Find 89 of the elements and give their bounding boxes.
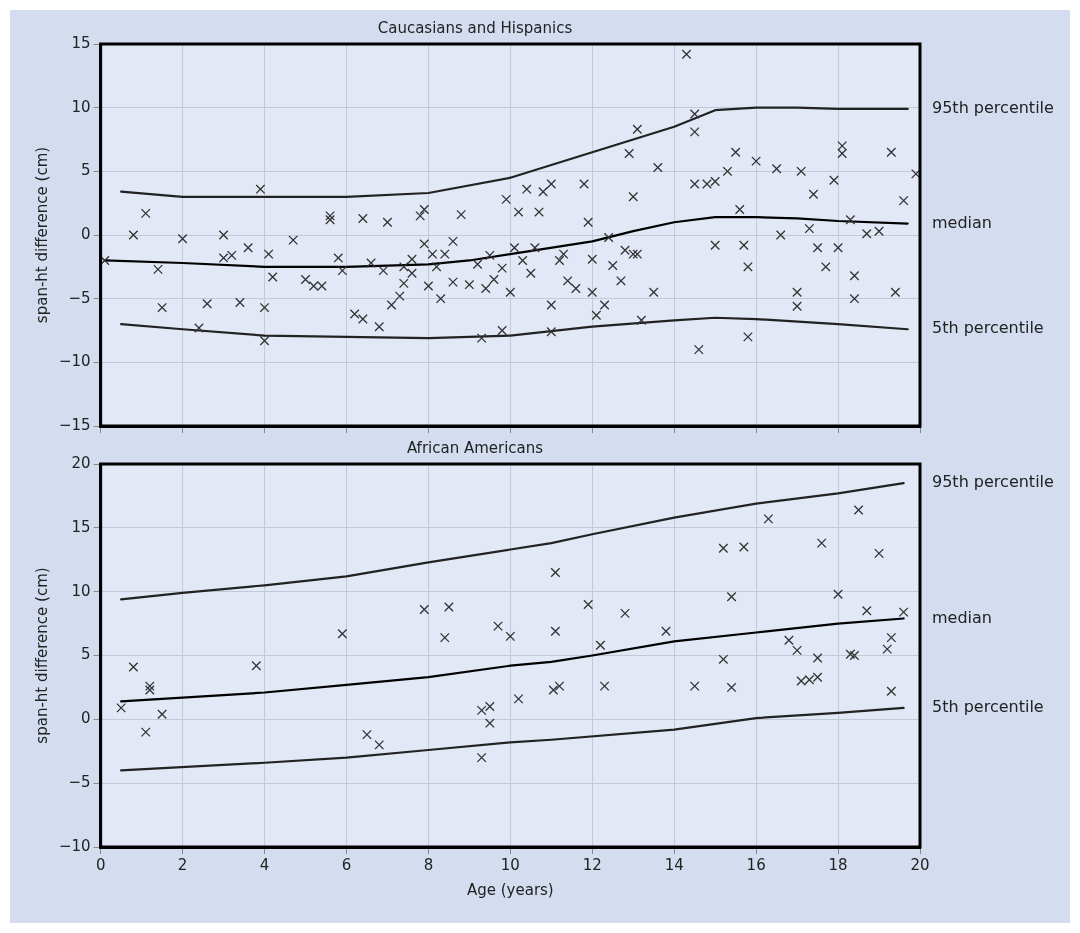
point: [157, 709, 167, 720]
x-tick-label: 14: [664, 855, 684, 874]
point: [726, 591, 737, 602]
series-label: 95th percentile: [932, 472, 1054, 492]
point: [882, 644, 893, 655]
point: [861, 605, 872, 616]
point: [476, 705, 487, 716]
point: [484, 718, 495, 729]
point: [554, 681, 565, 692]
point: [513, 694, 524, 704]
point: [816, 538, 827, 549]
point: [493, 621, 503, 632]
point: [849, 650, 860, 661]
y-tick-label: −10: [59, 836, 91, 855]
y-tick-label: 20: [71, 453, 91, 472]
point: [484, 701, 495, 712]
y-tick-label: 5: [81, 161, 91, 180]
x-tick-label: 8: [423, 855, 434, 874]
x-tick-label: 20: [910, 855, 930, 874]
point: [419, 604, 430, 615]
series-label: 5th percentile: [932, 697, 1044, 716]
series-label: 95th percentile: [932, 98, 1054, 118]
point: [661, 626, 671, 637]
point: [845, 649, 856, 660]
x-tick-label: 10: [500, 855, 520, 874]
point: [886, 632, 897, 643]
point: [140, 727, 151, 737]
point: [144, 681, 155, 692]
x-tick-label: 12: [582, 855, 602, 874]
point: [812, 653, 823, 663]
point: [898, 607, 909, 617]
point: [804, 674, 815, 685]
y-tick-label: −5: [68, 288, 91, 307]
point: [796, 676, 807, 686]
point: [874, 548, 884, 559]
x-tick-label: 2: [177, 855, 188, 874]
point: [738, 542, 749, 552]
point: [583, 599, 594, 610]
x-axis-title: Age (years): [466, 880, 554, 899]
series-label: median: [932, 607, 992, 627]
x-tick-label: 6: [341, 855, 352, 874]
point: [505, 631, 516, 642]
point: [718, 654, 729, 665]
point: [550, 626, 561, 637]
point: [689, 681, 700, 692]
y-tick-label: 15: [71, 33, 91, 52]
point: [116, 702, 127, 713]
chart-title: African Americans: [406, 438, 544, 457]
y-tick-label: 0: [81, 709, 91, 728]
point: [853, 505, 864, 515]
point: [362, 729, 372, 740]
y-tick-label: 5: [81, 645, 91, 664]
point: [374, 739, 385, 750]
x-tick-label: 4: [259, 855, 270, 874]
point: [443, 602, 454, 612]
point: [439, 632, 450, 643]
point: [476, 752, 487, 763]
point: [548, 685, 559, 695]
point: [144, 685, 155, 695]
x-tick-label: 16: [746, 855, 766, 874]
y-tick-label: −10: [59, 352, 91, 371]
point: [833, 589, 843, 600]
point: [128, 662, 139, 672]
y-tick-label: 15: [71, 517, 91, 536]
y-tick-label: −5: [68, 773, 91, 792]
point: [726, 682, 737, 693]
point: [718, 543, 729, 554]
point: [251, 660, 262, 671]
y-tick-label: 0: [81, 224, 91, 243]
x-tick-label: 18: [828, 855, 848, 874]
point: [763, 514, 774, 524]
point: [886, 686, 897, 697]
y-tick-label: 10: [71, 581, 91, 600]
point: [599, 681, 610, 692]
chart-title: Caucasians and Hispanics: [377, 18, 573, 37]
x-tick-label: 0: [95, 855, 106, 874]
point: [792, 645, 802, 656]
point: [812, 672, 823, 683]
series-label: median: [932, 212, 992, 232]
point: [550, 567, 561, 578]
point: [595, 640, 606, 651]
y-axis-title: span-ht difference (cm): [32, 567, 51, 744]
point: [337, 628, 348, 639]
series-label: 5th percentile: [932, 318, 1044, 338]
y-axis-title: span-ht difference (cm): [32, 146, 51, 324]
y-tick-label: 10: [71, 97, 91, 116]
y-tick-label: −15: [59, 415, 91, 434]
point: [784, 635, 794, 646]
point: [620, 608, 630, 619]
